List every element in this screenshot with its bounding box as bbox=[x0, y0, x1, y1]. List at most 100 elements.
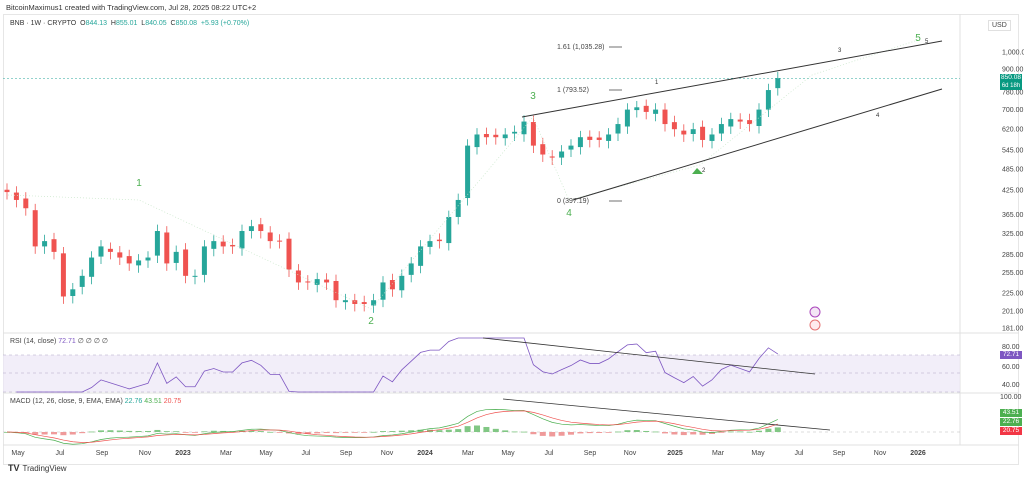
candle-body bbox=[643, 105, 649, 112]
time-tick-label: Jul bbox=[795, 450, 804, 457]
symbol-legend[interactable]: BNB · 1W · CRYPTO O844.13 H855.01 L840.0… bbox=[10, 20, 250, 27]
macd-histogram-bar bbox=[333, 432, 339, 434]
candle-body bbox=[681, 130, 687, 135]
wave-label-major: 4 bbox=[566, 208, 572, 219]
time-tick-label: May bbox=[501, 450, 515, 457]
macd-histogram-bar bbox=[417, 429, 424, 432]
candle-body bbox=[737, 119, 743, 122]
macd-histogram-bar bbox=[98, 430, 104, 432]
macd-histogram-bar bbox=[163, 431, 170, 432]
macd-histogram-bar bbox=[502, 430, 509, 432]
time-tick-label: Nov bbox=[874, 450, 887, 457]
wave-label-minor: 1 bbox=[655, 80, 659, 86]
candle-body bbox=[314, 279, 320, 285]
wave-path bbox=[7, 39, 919, 310]
upper-trendline bbox=[521, 40, 943, 118]
candle-body bbox=[624, 109, 630, 127]
candle-body bbox=[361, 302, 367, 304]
candle-body bbox=[540, 144, 546, 155]
candle-body bbox=[606, 134, 612, 141]
time-tick-label: Mar bbox=[220, 450, 233, 457]
macd-histogram-bar bbox=[267, 431, 274, 433]
candle-body bbox=[51, 239, 57, 252]
time-tick-label: 2023 bbox=[175, 450, 191, 457]
macd-histogram-bar bbox=[32, 432, 39, 435]
macd-histogram-bar bbox=[455, 429, 462, 432]
candle-body bbox=[455, 199, 461, 217]
time-tick-label: Sep bbox=[96, 450, 109, 457]
macd-histogram-bar bbox=[727, 431, 734, 433]
last-price-tag: 850.08 bbox=[1000, 74, 1022, 82]
time-tick-label: Nov bbox=[624, 450, 637, 457]
macd-histogram-bar bbox=[624, 430, 631, 432]
macd-histogram-bar bbox=[323, 432, 330, 433]
candle-body bbox=[220, 241, 226, 247]
high-value: 855.01 bbox=[115, 20, 138, 27]
macd-histogram-bar bbox=[530, 432, 537, 435]
candle-body bbox=[371, 300, 377, 306]
time-tick-label: Sep bbox=[584, 450, 597, 457]
candle-body bbox=[295, 270, 301, 283]
rsi-band bbox=[3, 355, 960, 392]
candle-body bbox=[615, 124, 621, 134]
time-tick-label: Sep bbox=[340, 450, 353, 457]
candle-body bbox=[775, 78, 781, 89]
candle-body bbox=[408, 263, 414, 275]
price-tick-label: 325.00 bbox=[1002, 231, 1024, 238]
macd-histogram-bar bbox=[173, 431, 180, 433]
macd-histogram-bar bbox=[107, 430, 114, 432]
macd-histogram-bar bbox=[257, 431, 264, 432]
candle-body bbox=[258, 224, 264, 232]
candle-body bbox=[183, 249, 189, 276]
candle-body bbox=[718, 124, 724, 134]
macd-histogram-bar bbox=[182, 432, 189, 433]
open-value: 844.13 bbox=[85, 20, 108, 27]
candle-body bbox=[98, 246, 104, 257]
candle-body bbox=[145, 257, 151, 261]
rsi-line bbox=[16, 337, 779, 393]
macd-histogram-bar bbox=[276, 432, 283, 433]
candle-body bbox=[4, 189, 10, 193]
macd-histogram-bar bbox=[398, 430, 405, 432]
candle-body bbox=[117, 252, 123, 258]
macd-histogram-bar bbox=[568, 432, 574, 435]
candle-body bbox=[465, 145, 471, 199]
macd-histogram-bar bbox=[643, 430, 650, 432]
macd-histogram-bar bbox=[774, 427, 781, 432]
currency-button[interactable]: USD bbox=[988, 20, 1011, 31]
macd-histogram-bar bbox=[699, 432, 706, 435]
candle-body bbox=[230, 244, 236, 247]
candle-body bbox=[32, 210, 38, 247]
price-tick-label: 485.00 bbox=[1002, 166, 1024, 173]
macd-histogram-bar bbox=[201, 431, 208, 433]
tradingview-logo[interactable]: TV TradingView bbox=[8, 463, 67, 473]
macd-histogram-bar bbox=[41, 432, 48, 435]
macd-histogram-bar bbox=[361, 432, 368, 433]
fib-label: 1.61 (1,035.28) bbox=[557, 44, 604, 51]
macd-histogram-bar bbox=[765, 428, 772, 432]
time-tick-label: 2024 bbox=[417, 450, 433, 457]
candle-body bbox=[568, 145, 574, 150]
candle-body bbox=[211, 241, 217, 249]
candle-body bbox=[728, 119, 734, 127]
time-tick-label: Nov bbox=[381, 450, 394, 457]
candle-body bbox=[333, 280, 339, 301]
macd-histogram-bar bbox=[145, 430, 151, 432]
wave-label-minor: 4 bbox=[876, 113, 880, 119]
low-value: 840.05 bbox=[145, 20, 167, 27]
macd-histogram-bar bbox=[492, 428, 499, 432]
macd-histogram-bar bbox=[539, 432, 546, 436]
candle-body bbox=[23, 198, 29, 209]
macd-histogram-bar bbox=[615, 431, 621, 433]
rsi-legend[interactable]: RSI (14, close) 72.71 ∅ ∅ ∅ ∅ bbox=[10, 338, 108, 345]
macd-histogram-bar bbox=[126, 430, 133, 432]
credit-text: BitcoinMaximus1 created with TradingView… bbox=[6, 3, 257, 12]
candle-body bbox=[596, 137, 602, 140]
price-tick-label: 255.00 bbox=[1002, 270, 1024, 277]
candle-body bbox=[709, 134, 715, 141]
macd-legend[interactable]: MACD (12, 26, close, 9, EMA, EMA) 22.76 … bbox=[10, 398, 182, 405]
macd-histogram-bar bbox=[474, 425, 480, 432]
candle-body bbox=[653, 109, 659, 114]
wave-label-major: 1 bbox=[136, 178, 142, 189]
